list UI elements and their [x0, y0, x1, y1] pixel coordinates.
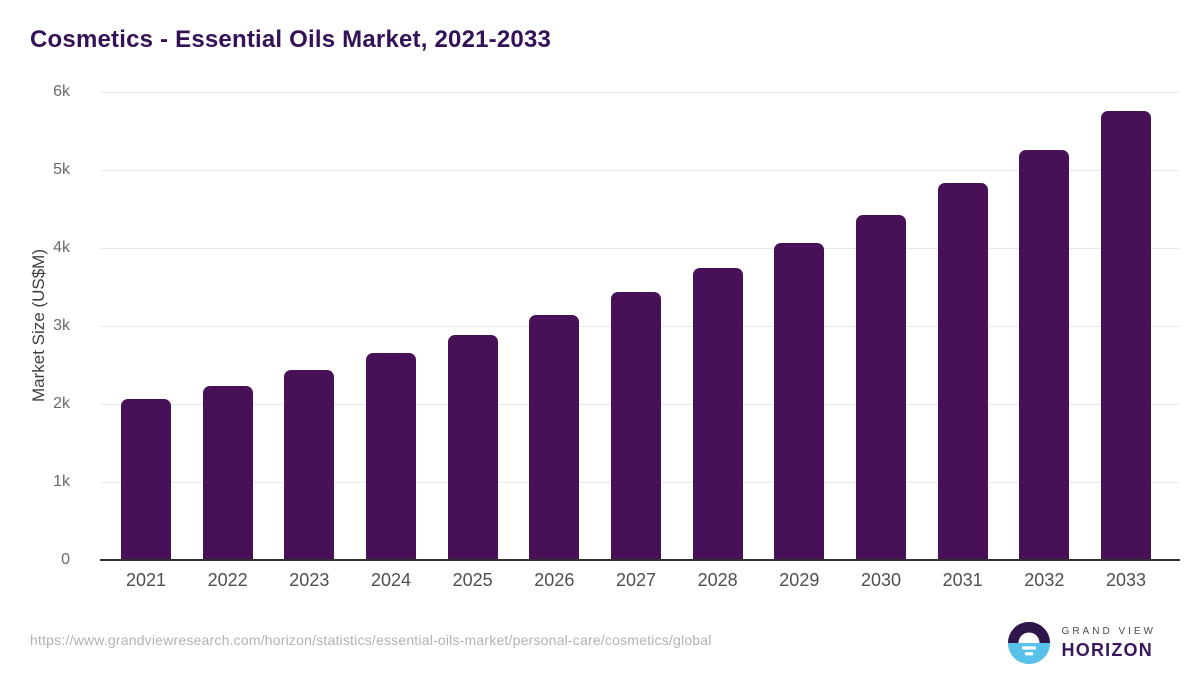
source-url: https://www.grandviewresearch.com/horizo…	[30, 632, 712, 648]
x-tick-label-2028: 2028	[697, 570, 738, 590]
bar-2030[interactable]	[856, 215, 906, 560]
x-tick-label-2025: 2025	[452, 570, 493, 590]
x-tick-label-2021: 2021	[125, 570, 167, 590]
y-tick-label: 1k	[53, 473, 70, 490]
x-tick-label-2033: 2033	[1105, 570, 1147, 590]
x-tick-label-2031: 2031	[942, 570, 983, 590]
bar-2032[interactable]	[1019, 149, 1070, 560]
logo-product-name: HORIZON	[1061, 639, 1153, 660]
horizon-sun-icon	[1007, 621, 1050, 665]
x-tick-label-2026: 2026	[534, 570, 575, 590]
plot-area: 0 1k 2k 3k 4k 5k 6k 2021 2022 2023 2024 2025 2026 202…	[53, 84, 1180, 590]
bar-2025[interactable]	[447, 334, 498, 560]
x-tick-label-2023: 2023	[289, 570, 330, 590]
gridline	[100, 92, 1180, 93]
grand-view-horizon-logo: GRAND VIEW HORIZON	[1006, 620, 1156, 666]
bar-2028[interactable]	[692, 268, 743, 560]
bar-2024[interactable]	[366, 352, 416, 560]
x-axis-line	[100, 559, 1180, 561]
y-tick-label: 3k	[53, 317, 70, 334]
y-tick-label: 5k	[53, 161, 70, 178]
bar-2021[interactable]	[121, 398, 171, 560]
bar-2023[interactable]	[284, 370, 335, 560]
x-tick-label-2022: 2022	[207, 570, 248, 590]
x-tick-label-2029: 2029	[779, 570, 820, 590]
x-tick-label-2032: 2032	[1024, 570, 1065, 590]
bar-2033[interactable]	[1101, 110, 1151, 560]
x-tick-label-2027: 2027	[615, 570, 657, 590]
y-tick-label: 4k	[53, 239, 70, 256]
bar-2027[interactable]	[611, 292, 661, 560]
bar-2026[interactable]	[529, 315, 580, 560]
page-title: Cosmetics - Essential Oils Market, 2021-…	[30, 26, 552, 53]
y-tick-label: 6k	[53, 83, 70, 100]
x-tick-label-2030: 2030	[860, 570, 902, 590]
logo-brand-name: GRAND VIEW	[1061, 625, 1156, 637]
bar-2029[interactable]	[774, 243, 825, 560]
logo-text: GRAND VIEW HORIZON	[1062, 626, 1156, 661]
gridline	[100, 248, 1180, 249]
y-tick-label: 2k	[53, 395, 70, 412]
y-tick-label: 0	[61, 551, 70, 568]
bar-2031[interactable]	[937, 183, 988, 560]
x-tick-label-2024: 2024	[370, 570, 412, 590]
bar-2022[interactable]	[202, 386, 253, 560]
gridline	[100, 170, 1180, 171]
